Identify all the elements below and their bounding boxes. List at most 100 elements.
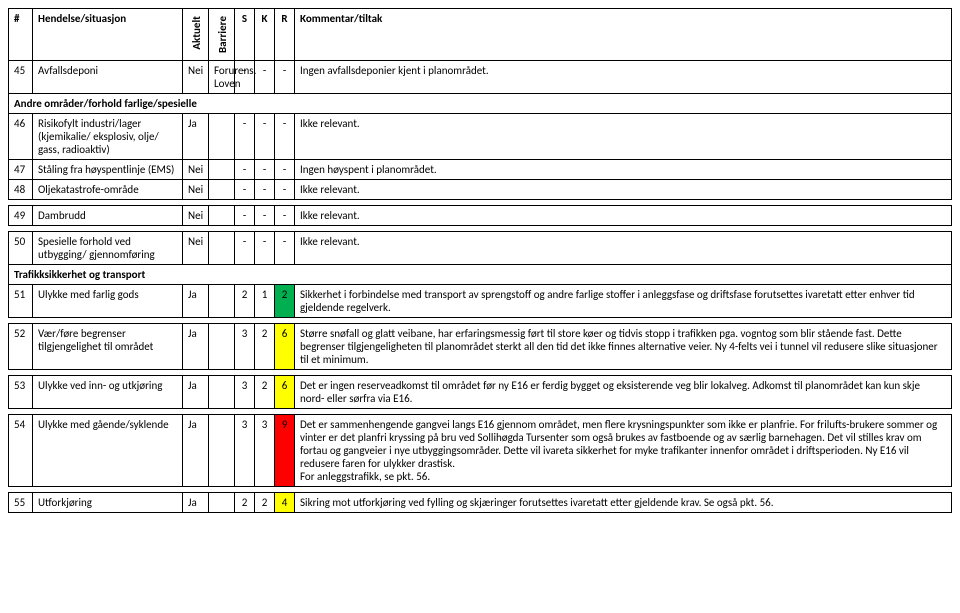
table-row: 54Ulykke med gående/syklendeJa 339Det er …	[9, 414, 952, 486]
cell: Forurens. Loven	[209, 60, 235, 93]
col-s: S	[235, 9, 255, 61]
cell: 6	[275, 375, 295, 408]
cell	[209, 231, 235, 264]
cell: 6	[275, 323, 295, 369]
cell: Sikkerhet i forbindelse med transport av…	[295, 284, 952, 317]
cell: -	[255, 60, 275, 93]
table-row: 50Spesielle forhold ved utbygging/ gjenn…	[9, 231, 952, 264]
cell: Nei	[183, 60, 209, 93]
cell: 3	[255, 414, 275, 486]
cell: 46	[9, 113, 33, 159]
cell: -	[255, 179, 275, 199]
cell: Ingen høyspent i planområdet.	[295, 159, 952, 179]
cell: -	[235, 231, 255, 264]
cell: -	[255, 113, 275, 159]
cell: 2	[255, 375, 275, 408]
cell	[209, 284, 235, 317]
cell: 51	[9, 284, 33, 317]
cell: 45	[9, 60, 33, 93]
cell: 3	[235, 323, 255, 369]
cell: 9	[275, 414, 295, 486]
col-k: K	[255, 9, 275, 61]
cell: Ulykke med gående/syklende	[33, 414, 183, 486]
table-row: 53Ulykke ved inn- og utkjøringJa 326Det e…	[9, 375, 952, 408]
table-row: 45AvfallsdeponiNeiForurens. Loven---Inge…	[9, 60, 952, 93]
cell: Ja	[183, 323, 209, 369]
cell: 48	[9, 179, 33, 199]
cell	[209, 375, 235, 408]
cell: Større snøfall og glatt veibane, har erf…	[295, 323, 952, 369]
cell: Det er ingen reserveadkomst til området …	[295, 375, 952, 408]
cell: 50	[9, 231, 33, 264]
cell: Ja	[183, 375, 209, 408]
cell: -	[255, 159, 275, 179]
cell: Ikke relevant.	[295, 231, 952, 264]
table-row: 46Risikofylt industri/lager (kjemikalie/…	[9, 113, 952, 159]
cell: Nei	[183, 205, 209, 225]
cell: Risikofylt industri/lager (kjemikalie/ e…	[33, 113, 183, 159]
cell: 2	[255, 323, 275, 369]
table-body: 45AvfallsdeponiNeiForurens. Loven---Inge…	[9, 60, 952, 512]
cell: 2	[235, 492, 255, 512]
cell: 54	[9, 414, 33, 486]
cell: Ikke relevant.	[295, 113, 952, 159]
cell	[209, 323, 235, 369]
cell: -	[235, 159, 255, 179]
cell	[209, 113, 235, 159]
col-barriere: Barriere	[209, 9, 235, 61]
table-row: 55UtforkjøringJa224Sikring mot utforkjør…	[9, 492, 952, 512]
table-row: 49DambruddNei---Ikke relevant.	[9, 205, 952, 225]
cell: Sikring mot utforkjøring ved fylling og …	[295, 492, 952, 512]
cell: 2	[235, 284, 255, 317]
section-header: Trafikksikkerhet og transport	[9, 264, 952, 284]
cell: -	[255, 205, 275, 225]
cell: Dambrudd	[33, 205, 183, 225]
cell: 52	[9, 323, 33, 369]
table-row: 51Ulykke med farlig godsJa212Sikkerhet i…	[9, 284, 952, 317]
section-header: Andre områder/forhold farlige/spesielle	[9, 93, 952, 113]
col-kommentar: Kommentar/tiltak	[295, 9, 952, 61]
cell: Nei	[183, 159, 209, 179]
cell: Ikke relevant.	[295, 205, 952, 225]
cell: 4	[275, 492, 295, 512]
cell: -	[275, 60, 295, 93]
cell: Avfallsdeponi	[33, 60, 183, 93]
cell: -	[275, 179, 295, 199]
col-num: #	[9, 9, 33, 61]
table-row: 48Oljekatastrofe-områdeNei---Ikke releva…	[9, 179, 952, 199]
cell: 55	[9, 492, 33, 512]
cell	[209, 179, 235, 199]
table-row: 52Vær/føre begrenser tilgjengelighet til…	[9, 323, 952, 369]
cell: -	[235, 205, 255, 225]
cell	[209, 159, 235, 179]
table-header: # Hendelse/situasjon Aktuelt Barriere S …	[9, 9, 952, 61]
cell: Ulykke med farlig gods	[33, 284, 183, 317]
cell: 53	[9, 375, 33, 408]
cell: Ja	[183, 492, 209, 512]
cell: 2	[255, 492, 275, 512]
cell: 2	[275, 284, 295, 317]
risk-table: # Hendelse/situasjon Aktuelt Barriere S …	[8, 8, 952, 513]
cell: 1	[255, 284, 275, 317]
cell: 49	[9, 205, 33, 225]
cell: -	[275, 113, 295, 159]
cell: Det er sammenhengende gangvei langs E16 …	[295, 414, 952, 486]
cell	[209, 414, 235, 486]
cell: Vær/føre begrenser tilgjengelighet til o…	[33, 323, 183, 369]
cell	[209, 492, 235, 512]
cell: Ulykke ved inn- og utkjøring	[33, 375, 183, 408]
cell: -	[235, 113, 255, 159]
cell: 3	[235, 375, 255, 408]
cell: Spesielle forhold ved utbygging/ gjennom…	[33, 231, 183, 264]
col-hendelse: Hendelse/situasjon	[33, 9, 183, 61]
cell: Ingen avfallsdeponier kjent i planområde…	[295, 60, 952, 93]
cell: 3	[235, 414, 255, 486]
cell: Ikke relevant.	[295, 179, 952, 199]
cell: -	[275, 205, 295, 225]
cell: Oljekatastrofe-område	[33, 179, 183, 199]
cell: Ja	[183, 284, 209, 317]
cell: Ja	[183, 414, 209, 486]
cell	[209, 205, 235, 225]
col-aktuelt: Aktuelt	[183, 9, 209, 61]
cell: Nei	[183, 231, 209, 264]
